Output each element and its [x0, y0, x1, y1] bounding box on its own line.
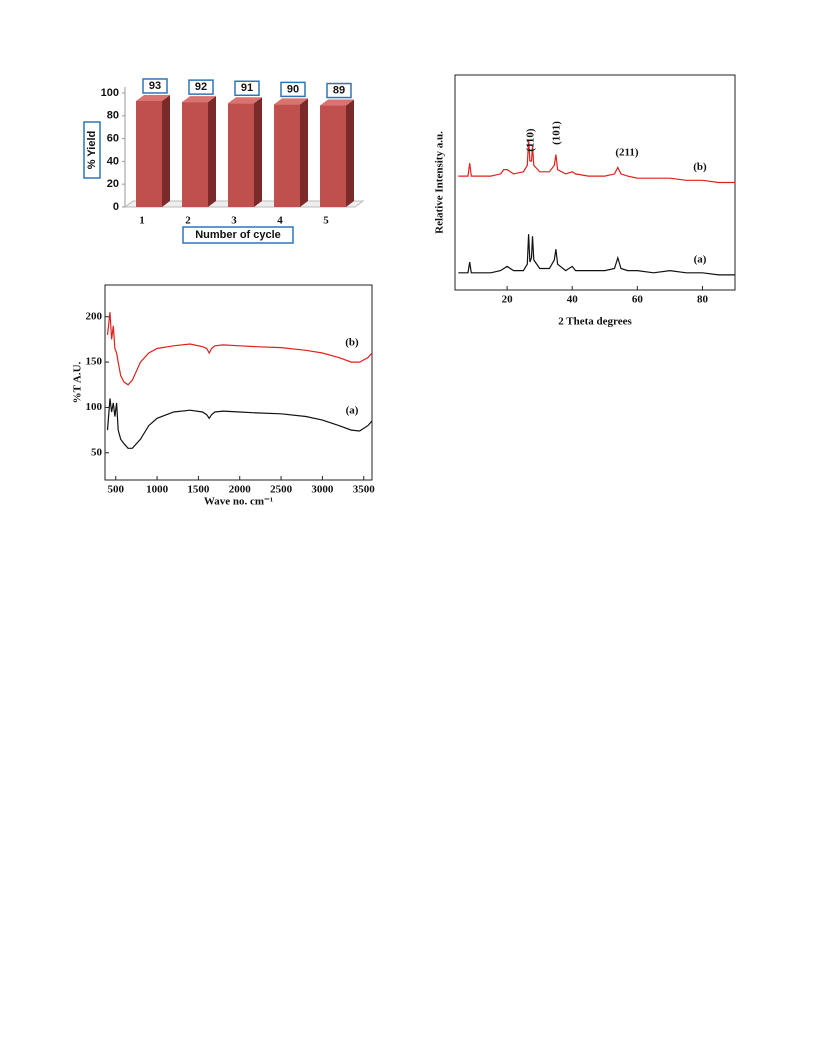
x-tick-label: 3: [231, 215, 237, 227]
y-label: Relative Intensity a.u.: [434, 131, 446, 234]
y-tick-label: 50: [91, 446, 103, 458]
series-label: (a): [346, 405, 359, 417]
peak-label: (110): [525, 128, 537, 152]
bar-side: [208, 96, 216, 207]
x-tick-label: 5: [323, 215, 329, 227]
series-line: [106, 312, 373, 386]
y-tick-label: 80: [107, 110, 119, 122]
bar-side: [300, 98, 308, 207]
x-tick-label: 1500: [187, 484, 210, 496]
y-tick-label: 200: [86, 310, 103, 322]
series-label: (b): [693, 161, 707, 173]
series-label: (a): [694, 253, 707, 265]
x-tick-label: 2: [185, 215, 191, 227]
series-line: [458, 139, 735, 184]
bar-side: [346, 99, 354, 207]
y-tick-label: 100: [86, 401, 103, 413]
bar: [182, 102, 208, 207]
x-tick-label: 20: [502, 294, 514, 306]
x-tick-label: 3000: [311, 484, 334, 496]
bar-top: [320, 99, 354, 106]
y-label-box: [83, 121, 101, 179]
x-tick-label: 3500: [353, 484, 376, 496]
series-line: [458, 234, 735, 276]
value-label: 90: [287, 83, 299, 95]
y-tick-label: 60: [107, 133, 119, 145]
x-tick-label: 2000: [229, 484, 252, 496]
bar: [274, 104, 300, 207]
bar-top: [136, 94, 170, 101]
x-tick-label: 500: [107, 484, 124, 496]
x-label: 2 Theta degrees: [558, 316, 632, 328]
x-tick-label: 1: [139, 215, 145, 227]
value-label: 93: [149, 80, 161, 92]
value-label-box: [188, 79, 214, 95]
value-label-box: [142, 78, 168, 94]
series-label: (b): [345, 337, 359, 349]
value-label-box: [280, 81, 306, 98]
x-tick-label: 60: [632, 294, 644, 306]
y-tick-label: 40: [107, 155, 119, 167]
bar: [320, 105, 346, 207]
value-label: 92: [195, 81, 207, 93]
value-label-box: [326, 82, 352, 99]
bar: [136, 100, 162, 207]
peak-label: (211): [615, 147, 639, 159]
y-tick-label: 20: [107, 178, 119, 190]
x-tick-label: 4: [277, 215, 283, 227]
bar-top: [182, 96, 216, 103]
plot-frame: [104, 284, 373, 481]
x-tick-label: 1000: [146, 484, 169, 496]
y-label: %T A.U.: [72, 361, 84, 403]
y-label: % Yield: [86, 131, 98, 170]
x-tick-label: 40: [567, 294, 579, 306]
value-label-box: [234, 80, 260, 97]
x-tick-label: 80: [697, 294, 709, 306]
x-label-box: [182, 226, 294, 244]
x-tick-label: 2500: [270, 484, 293, 496]
x-label: Wave no. cm⁻¹: [204, 496, 273, 508]
bar-side: [162, 94, 170, 207]
value-label: 91: [241, 82, 253, 94]
bar-top: [274, 98, 308, 105]
peak-label: (101): [551, 121, 563, 145]
y-tick-label: 0: [113, 201, 119, 213]
bar: [228, 103, 254, 207]
bar-top: [228, 97, 262, 104]
value-label: 89: [333, 84, 345, 96]
series-line: [106, 398, 373, 449]
x-label: Number of cycle: [195, 229, 281, 241]
bar-side: [254, 97, 262, 207]
y-tick-label: 150: [86, 356, 103, 368]
y-tick-label: 100: [101, 87, 119, 99]
y-label-group: % Yield: [83, 121, 101, 179]
